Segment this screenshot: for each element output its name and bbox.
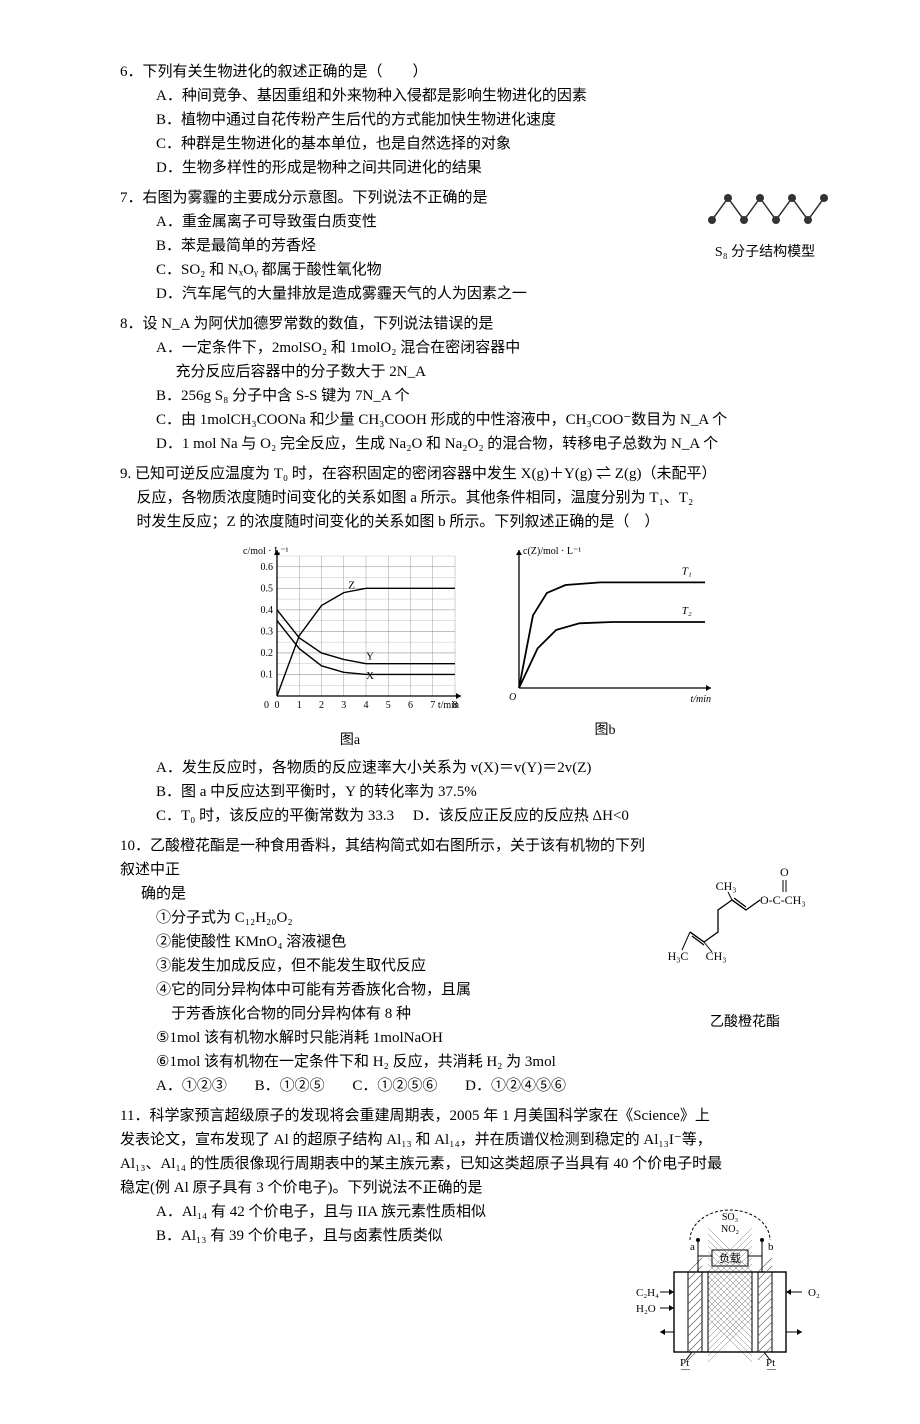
svg-text:Y: Y [366,650,374,662]
svg-text:1: 1 [297,700,302,711]
svg-text:3: 3 [341,700,346,711]
q6-opt-a: A．种间竞争、基因重组和外来物种入侵都是影响生物进化的因素 [156,84,830,108]
svg-text:H₃C: H₃C [668,949,689,963]
q10-figure: O O-C-CH₃ CH₃ H₃C CH₃ 乙酸橙花酯 [660,862,830,1034]
s8-model-icon [700,186,830,232]
q10-fig-caption: 乙酸橙花酯 [660,1012,830,1034]
q9-options: A．发生反应时，各物质的反应速率大小关系为 v(X)＝v(Y)＝2v(Z) B．… [120,756,830,828]
q8-opt-a2: 充分反应后容器中的分子数大于 2N_A [156,360,830,384]
q11-figure: SO₃NO₂ab负载C₂H₄H₂OO₂Pt网Pt网 [630,1200,830,1378]
q10-opt-c: C．①②⑤⑥ [352,1074,437,1098]
svg-text:0.3: 0.3 [261,626,274,637]
q6-stem: 6．下列有关生物进化的叙述正确的是（ ） [120,60,830,84]
svg-text:0.1: 0.1 [261,669,274,680]
q10-opt-a: A．①②③ [156,1074,227,1098]
q10-opt-d: D．①②④⑤⑥ [465,1074,566,1098]
q9-chart-a: 0123456780.10.20.30.40.50.6c/mol · L⁻¹t/… [235,540,465,752]
svg-text:O₂: O₂ [808,1287,820,1299]
svg-text:b: b [768,1241,774,1253]
svg-text:4: 4 [364,700,369,711]
q10-item-6: ⑥1mol 该有机物在一定条件下和 H₂ 反应，共消耗 H₂ 为 3mol [156,1050,830,1074]
q9-stem-2: 反应，各物质浓度随时间变化的关系如图 a 所示。其他条件相同，温度分别为 T₁、… [120,486,830,510]
svg-text:6: 6 [408,700,413,711]
q8-opt-b: B．256g S₈ 分子中含 S-S 键为 7N_A 个 [156,384,830,408]
svg-text:O: O [780,865,789,879]
svg-text:O: O [509,692,516,703]
svg-text:网: 网 [680,1369,691,1370]
svg-text:T₁: T₁ [682,565,692,577]
q9-chart-b-caption: 图b [495,720,715,742]
q9-charts: 0123456780.10.20.30.40.50.6c/mol · L⁻¹t/… [120,540,830,752]
q11-stem-2: 发表论文，宣布发现了 Al 的超原子结构 Al₁₃ 和 Al₁₄，并在质谱仪检测… [120,1128,830,1152]
q9-opt-a: A．发生反应时，各物质的反应速率大小关系为 v(X)＝v(Y)＝2v(Z) [156,756,830,780]
svg-text:0.4: 0.4 [261,605,274,616]
svg-text:CH₃: CH₃ [706,949,727,963]
svg-text:CH₃: CH₃ [716,879,737,893]
fuel-cell-icon: SO₃NO₂ab负载C₂H₄H₂OO₂Pt网Pt网 [630,1200,830,1370]
svg-text:t/min: t/min [438,700,459,711]
q9-opt-cd: C．T₀ 时，该反应的平衡常数为 33.3 D．该反应正反应的反应热 ΔH<0 [156,804,830,828]
svg-text:H₂O: H₂O [636,1303,656,1315]
q11-stem-4: 稳定(例 Al 原子具有 3 个价电子)。下列说法不正确的是 [120,1176,830,1200]
svg-text:网: 网 [766,1369,777,1370]
svg-text:a: a [690,1241,695,1253]
svg-text:t/min: t/min [690,694,711,705]
q9-opt-b: B．图 a 中反应达到平衡时，Y 的转化率为 37.5% [156,780,830,804]
question-10: OO-C-CH₃CH₃H₃CCH₃ 乙酸橙花酯 10．乙酸橙花酯是一种食用香料，… [120,834,830,1098]
question-6: 6．下列有关生物进化的叙述正确的是（ ） A．种间竞争、基因重组和外来物种入侵都… [120,60,830,180]
q8-options: A．一定条件下，2molSO₂ 和 1molO₂ 混合在密闭容器中 充分反应后容… [120,336,830,456]
svg-text:T₂: T₂ [682,605,692,617]
q7-fig-caption: S₈ 分子结构模型 [700,242,830,264]
svg-text:0.2: 0.2 [261,648,274,659]
svg-text:负载: 负载 [719,1251,741,1265]
svg-text:Pt: Pt [680,1357,689,1369]
q6-options: A．种间竞争、基因重组和外来物种入侵都是影响生物进化的因素 B．植物中通过自花传… [120,84,830,180]
svg-text:7: 7 [430,700,435,711]
svg-text:Pt: Pt [766,1357,775,1369]
q6-opt-b: B．植物中通过自花传粉产生后代的方式能加快生物进化速度 [156,108,830,132]
svg-text:c/mol · L⁻¹: c/mol · L⁻¹ [243,546,289,557]
svg-text:0.6: 0.6 [261,562,274,573]
q9-chart-a-caption: 图a [235,730,465,752]
q9-opt-c: C．T₀ 时，该反应的平衡常数为 33.3 [156,808,394,824]
ester-structure-icon: O O-C-CH₃ CH₃ H₃C CH₃ [660,862,830,1002]
svg-text:5: 5 [386,700,391,711]
q9-stem-3: 时发生反应；Z 的浓度随时间变化的关系如图 b 所示。下列叙述正确的是（ ） [120,510,830,534]
svg-text:c(Z)/mol · L⁻¹: c(Z)/mol · L⁻¹ [523,546,581,557]
q9-opt-d: D．该反应正反应的反应热 ΔH<0 [413,808,629,824]
q10-opt-b: B．①②⑤ [255,1074,325,1098]
q6-opt-c: C．种群是生物进化的基本单位，也是自然选择的对象 [156,132,830,156]
q10-options: A．①②③ B．①②⑤ C．①②⑤⑥ D．①②④⑤⑥ [120,1074,830,1098]
q11-stem-1: 11．科学家预言超级原子的发现将会重建周期表，2005 年 1 月美国科学家在《… [120,1104,830,1128]
q8-opt-a1: A．一定条件下，2molSO₂ 和 1molO₂ 混合在密闭容器中 [156,336,830,360]
svg-text:X: X [366,670,374,682]
svg-text:C₂H₄: C₂H₄ [636,1287,659,1299]
q7-figure: S₈ 分子结构模型 [700,186,830,264]
chart-b-icon: c(Z)/mol · L⁻¹ t/min O T₁ T₂ [495,540,715,710]
svg-text:0.5: 0.5 [261,583,274,594]
svg-text:Z: Z [348,579,355,591]
question-7: S₈ 分子结构模型 7．右图为雾霾的主要成分示意图。下列说法不正确的是 A．重金… [120,186,830,306]
q8-opt-d: D．1 mol Na 与 O₂ 完全反应，生成 Na₂O 和 Na₂O₂ 的混合… [156,432,830,456]
q9-stem-1: 9. 已知可逆反应温度为 T₀ 时，在容积固定的密闭容器中发生 X(g)＋Y(g… [120,462,830,486]
q8-opt-c: C．由 1molCH₃COONa 和少量 CH₃COOH 形成的中性溶液中，CH… [156,408,830,432]
question-11: 11．科学家预言超级原子的发现将会重建周期表，2005 年 1 月美国科学家在《… [120,1104,830,1378]
svg-text:2: 2 [319,700,324,711]
svg-text:0: 0 [264,700,269,711]
question-9: 9. 已知可逆反应温度为 T₀ 时，在容积固定的密闭容器中发生 X(g)＋Y(g… [120,462,830,828]
svg-text:SO₃: SO₃ [722,1212,738,1223]
q11-stem-3: Al₁₃、Al₁₄ 的性质很像现行周期表中的某主族元素，已知这类超原子当具有 4… [120,1152,830,1176]
q6-opt-d: D．生物多样性的形成是物种之间共同进化的结果 [156,156,830,180]
svg-text:NO₂: NO₂ [721,1224,739,1235]
q9-chart-b: c(Z)/mol · L⁻¹ t/min O T₁ T₂ 图b [495,540,715,752]
svg-text:O-C-CH₃: O-C-CH₃ [760,893,806,907]
question-8: 8．设 N_A 为阿伏加德罗常数的数值，下列说法错误的是 A．一定条件下，2mo… [120,312,830,456]
q8-stem: 8．设 N_A 为阿伏加德罗常数的数值，下列说法错误的是 [120,312,830,336]
chart-a-icon: 0123456780.10.20.30.40.50.6c/mol · L⁻¹t/… [235,540,465,720]
q7-opt-d: D．汽车尾气的大量排放是造成雾霾天气的人为因素之一 [156,282,830,306]
svg-text:0: 0 [275,700,280,711]
